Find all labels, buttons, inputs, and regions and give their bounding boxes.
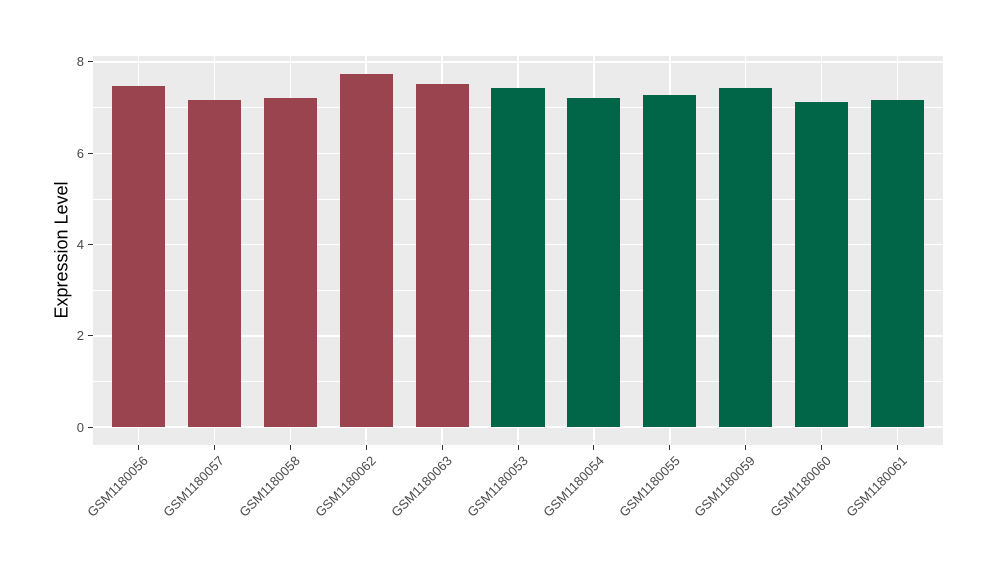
x-tick-label: GSM1180054 xyxy=(539,453,607,520)
x-tick-label: GSM1180063 xyxy=(388,453,455,520)
x-tick-label: GSM1180058 xyxy=(236,453,303,520)
x-tick-mark xyxy=(441,445,443,450)
x-tick-mark xyxy=(289,445,291,450)
bar-GSM1180060 xyxy=(795,102,849,428)
x-tick-label: GSM1180061 xyxy=(843,453,911,520)
bar-GSM1180053 xyxy=(491,88,545,428)
y-tick-label: 4 xyxy=(76,237,84,253)
x-tick-mark xyxy=(138,445,140,450)
x-tick-label: GSM1180057 xyxy=(160,453,228,520)
x-tick-label: GSM1180059 xyxy=(691,453,759,520)
bar-GSM1180062 xyxy=(339,73,393,428)
plot-panel xyxy=(93,56,943,445)
y-tick-mark xyxy=(88,244,93,246)
bar-GSM1180054 xyxy=(567,98,621,428)
bar-GSM1180061 xyxy=(870,99,925,428)
y-tick-mark xyxy=(88,61,93,63)
x-tick-mark xyxy=(821,445,823,450)
bar-GSM1180057 xyxy=(187,100,241,428)
x-tick-mark xyxy=(593,445,595,450)
x-tick-mark xyxy=(896,445,898,450)
x-tick-label: GSM1180060 xyxy=(767,453,835,520)
bar-GSM1180063 xyxy=(415,83,469,428)
bar-GSM1180059 xyxy=(719,88,773,428)
y-tick-label: 0 xyxy=(76,419,84,435)
y-tick-label: 6 xyxy=(76,145,84,161)
y-tick-label: 2 xyxy=(76,328,84,344)
y-tick-label: 8 xyxy=(76,54,84,70)
x-tick-mark xyxy=(365,445,367,450)
y-tick-mark xyxy=(88,152,93,154)
y-tick-mark xyxy=(88,426,93,428)
x-tick-label: GSM1180062 xyxy=(312,453,379,520)
x-tick-mark xyxy=(517,445,519,450)
x-tick-mark xyxy=(669,445,671,450)
bar-GSM1180056 xyxy=(111,85,166,428)
bar-GSM1180058 xyxy=(263,98,317,428)
bar-GSM1180055 xyxy=(643,94,697,428)
x-tick-label: GSM1180055 xyxy=(615,453,683,520)
x-tick-label: GSM1180053 xyxy=(463,453,531,520)
x-tick-mark xyxy=(213,445,215,450)
x-tick-mark xyxy=(745,445,747,450)
x-tick-label: GSM1180056 xyxy=(84,453,152,520)
y-tick-mark xyxy=(88,335,93,337)
